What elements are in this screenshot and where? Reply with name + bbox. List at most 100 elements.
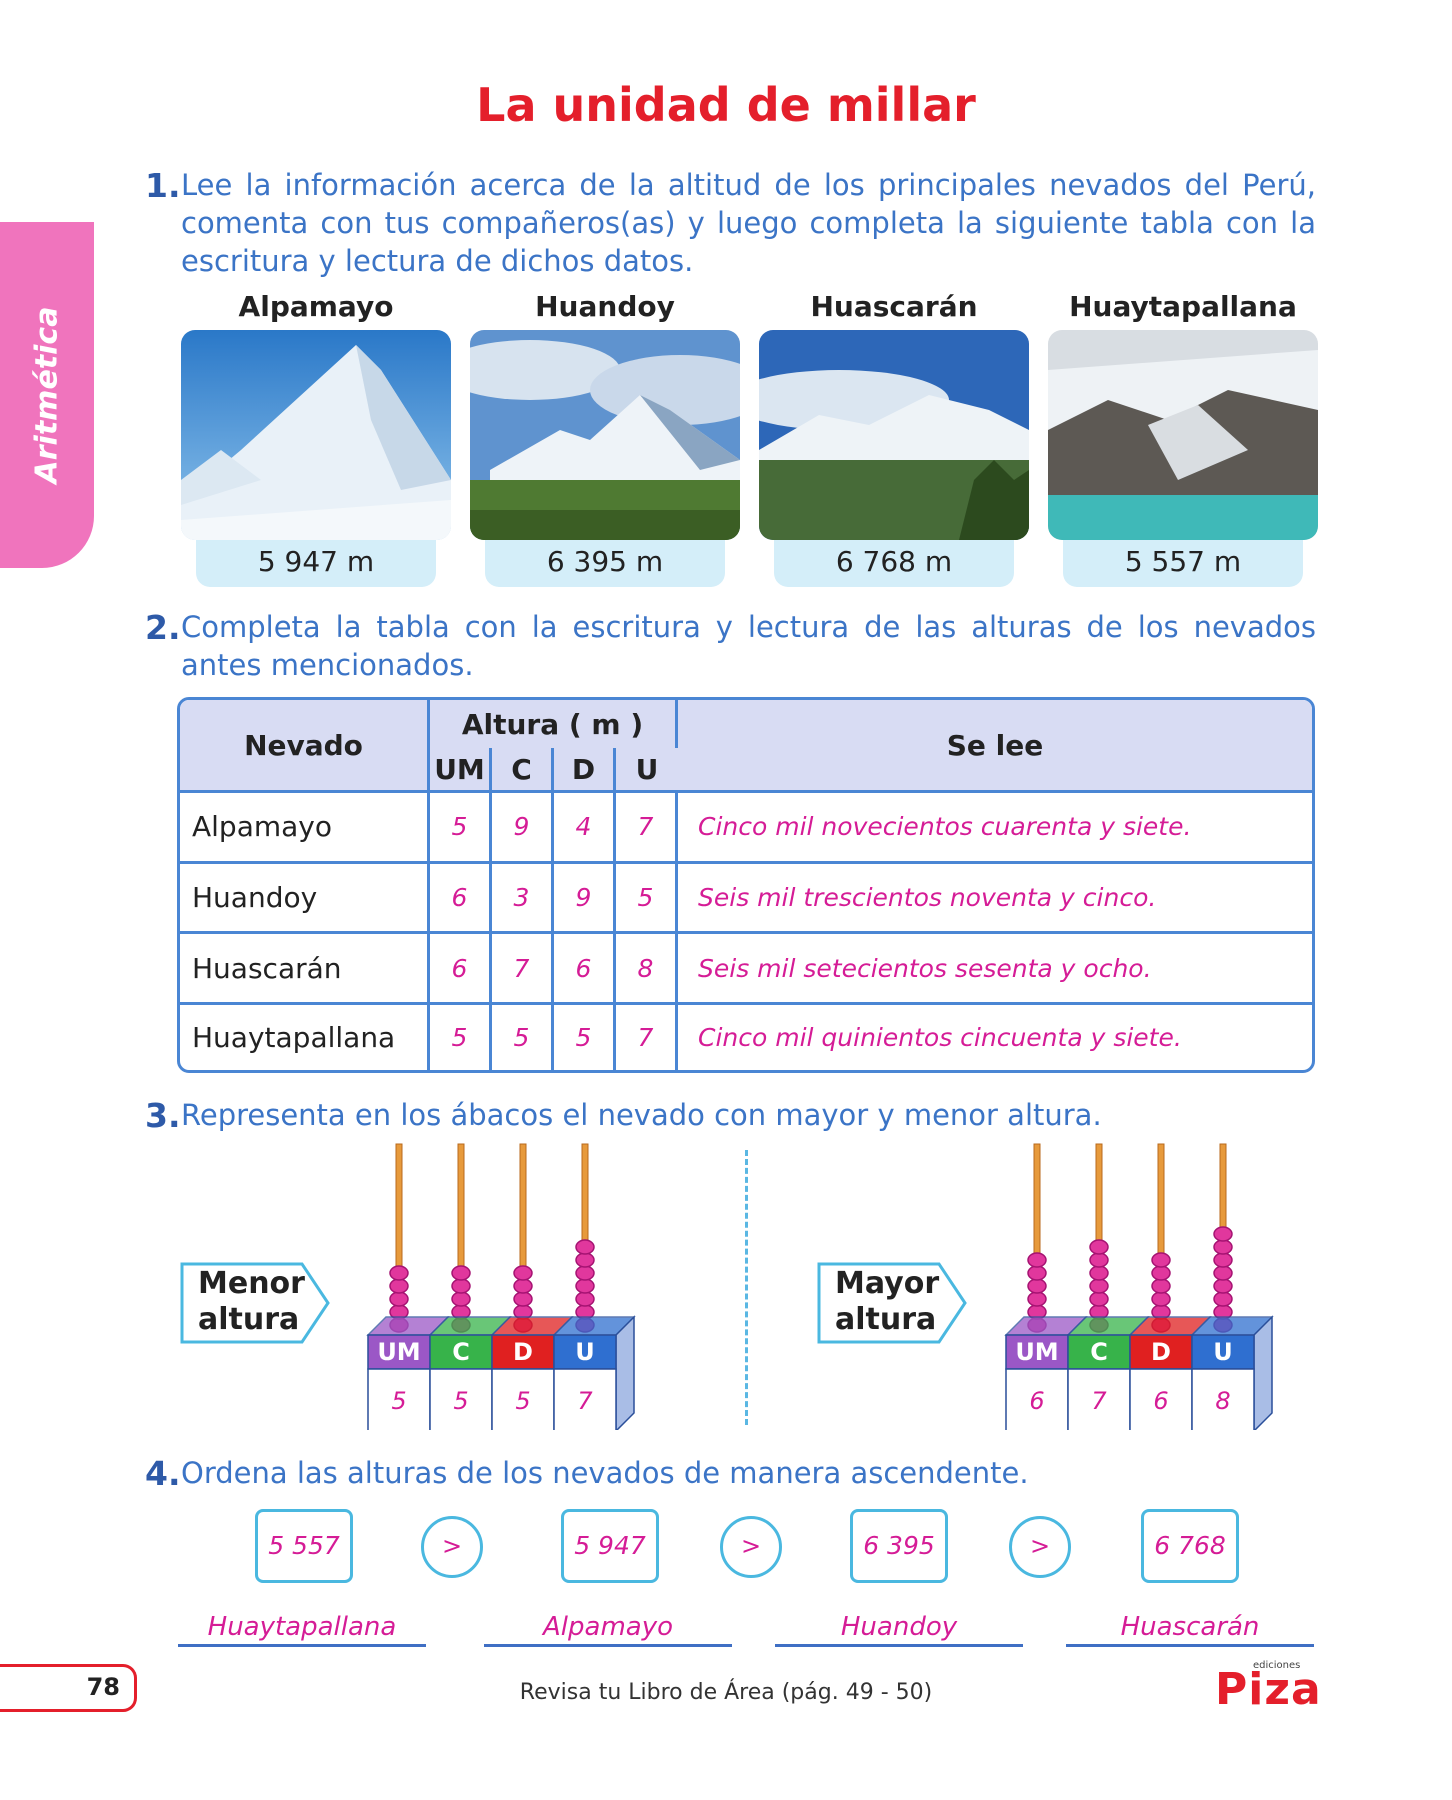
order-value-box: 6 768	[1141, 1509, 1239, 1583]
altitude-label: 5 557 m	[1063, 537, 1303, 587]
label-line1: Menor	[198, 1266, 305, 1301]
row-nevado: Huaytapallana	[180, 1005, 430, 1070]
huandoy-photo	[470, 330, 740, 540]
table-row: Alpamayo 5 9 4 7 Cinco mil novecientos c…	[180, 793, 1312, 864]
digit-cell: 7	[616, 793, 678, 864]
reading-cell: Cinco mil quinientos cincuenta y siete.	[698, 1023, 1182, 1053]
abacus-bead	[1213, 1226, 1233, 1242]
alpamayo-photo	[181, 330, 451, 540]
abacus-bead	[1213, 1265, 1233, 1281]
order-name: Alpamayo	[484, 1612, 732, 1647]
abacus-bead	[1089, 1291, 1109, 1307]
divider	[745, 1150, 748, 1425]
abacus-bead	[1027, 1278, 1047, 1294]
altitude-label: 6 395 m	[485, 537, 725, 587]
digit-cell: 4	[554, 793, 616, 864]
comparison-symbol: >	[421, 1516, 483, 1578]
abacus-digit: 5	[391, 1387, 406, 1415]
mayor-altura-label: Mayor altura	[817, 1262, 967, 1344]
header-altura: Altura ( m )	[430, 700, 678, 748]
order-name: Huascarán	[1066, 1612, 1314, 1647]
abacus-bead	[1089, 1278, 1109, 1294]
header-d: D	[554, 748, 616, 793]
abacus-place-label: U	[575, 1338, 595, 1366]
footer-reference: Revisa tu Libro de Área (pág. 49 - 50)	[519, 1680, 933, 1705]
q3-number: 3.	[145, 1096, 181, 1135]
abacus-bead	[1027, 1291, 1047, 1307]
comparison-symbol: >	[1009, 1516, 1071, 1578]
abacus-value-cell	[553, 1368, 617, 1430]
brand-small: ediciones	[1253, 1660, 1301, 1671]
altitude-label: 6 768 m	[774, 537, 1014, 587]
q2-number: 2.	[145, 608, 181, 647]
reading-cell: Seis mil setecientos sesenta y ocho.	[678, 934, 1312, 1006]
digit-cell: 5	[492, 1005, 554, 1070]
order-name: Huaytapallana	[178, 1612, 426, 1647]
digit-cell: 6	[430, 934, 492, 1006]
abacus-bead	[1151, 1265, 1171, 1281]
sidebar-tab: Aritmética	[0, 222, 94, 568]
digit-cell: 6	[430, 863, 492, 935]
page-title: La unidad de millar	[476, 78, 976, 132]
abacus-bead	[1027, 1252, 1047, 1268]
row-nevado: Huascarán	[180, 934, 430, 1006]
digit-cell: 9	[492, 793, 554, 864]
abacus-bead	[575, 1278, 595, 1294]
abacus-place-strip	[553, 1334, 617, 1370]
abacus-bead	[1213, 1239, 1233, 1255]
header-c: C	[492, 748, 554, 793]
abacus-bead	[513, 1278, 533, 1294]
q3-text: Representa en los ábacos el nevado con m…	[181, 1098, 1102, 1132]
abacus-place-label: C	[1090, 1338, 1108, 1366]
abacus-value-cell	[1129, 1368, 1193, 1430]
digit-cell: 5	[616, 863, 678, 935]
abacus-bead	[1089, 1252, 1109, 1268]
digit-cell: 5	[430, 793, 492, 864]
q4-number: 4.	[145, 1454, 181, 1493]
header-um: UM	[430, 748, 492, 793]
digit-cell: 6	[554, 934, 616, 1006]
mountain-name: Huandoy	[535, 290, 675, 323]
header-u: U	[616, 748, 678, 793]
digit-cell: 5	[430, 1005, 492, 1070]
abacus-bead	[451, 1291, 471, 1307]
digit-cell: 7	[492, 934, 554, 1006]
header-nevado: Nevado	[180, 700, 430, 793]
abacus-place-label: UM	[377, 1338, 420, 1366]
page-number-badge: 78	[0, 1664, 137, 1712]
abacus-bead	[575, 1239, 595, 1255]
order-value-box: 6 395	[850, 1509, 948, 1583]
digit-cell: 3	[492, 863, 554, 935]
abacus-place-label: D	[1151, 1338, 1171, 1366]
label-line2: altura	[198, 1302, 300, 1337]
abacus-place-label: D	[513, 1338, 533, 1366]
abacus-bead	[1089, 1265, 1109, 1281]
huascaran-photo	[759, 330, 1029, 540]
row-nevado: Alpamayo	[180, 793, 430, 864]
label-line2: altura	[835, 1302, 937, 1337]
abacus-bead	[575, 1291, 595, 1307]
abacus-menor: UM 5 C 5 D 5 U 7	[366, 1143, 636, 1430]
abacus-bead	[575, 1265, 595, 1281]
abacus-bead	[389, 1278, 409, 1294]
abacus-place-label: C	[452, 1338, 470, 1366]
abacus-value-cell	[367, 1368, 431, 1430]
abacus-bead	[575, 1252, 595, 1268]
abacus-bead	[1151, 1278, 1171, 1294]
abacus-digit: 8	[1215, 1387, 1230, 1415]
abacus-digit: 7	[1091, 1387, 1107, 1415]
reading-cell: Cinco mil novecientos cuarenta y siete.	[678, 793, 1312, 864]
abacus-value-cell	[1191, 1368, 1255, 1430]
abacus-digit: 6	[1029, 1387, 1044, 1415]
table-row: Huaytapallana 5 5 5 7 Cinco mil quinient…	[180, 1005, 1312, 1070]
order-value-box: 5 947	[561, 1509, 659, 1583]
mountain-name: Alpamayo	[238, 290, 394, 323]
digit-cell: 8	[616, 934, 678, 1006]
abacus-bead	[1151, 1291, 1171, 1307]
abacus-place-label: U	[1213, 1338, 1233, 1366]
abacus-value-cell	[1067, 1368, 1131, 1430]
reading-cell: Seis mil trescientos noventa y cinco.	[678, 864, 1312, 935]
abacus-bead	[389, 1265, 409, 1281]
abacus-bead	[513, 1265, 533, 1281]
abacus-digit: 5	[453, 1387, 468, 1415]
